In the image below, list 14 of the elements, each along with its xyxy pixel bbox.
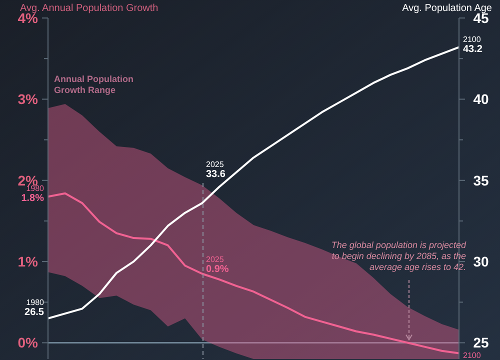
annotation: 2025 0.9% — [206, 255, 229, 275]
y2-tick-label: 35 — [473, 172, 489, 188]
text: 1980 1.8% — [21, 184, 45, 204]
y-tick-label: 3% — [18, 91, 39, 108]
text: 2100 43.2 — [463, 35, 483, 55]
y2-tick-label: 25 — [473, 334, 489, 351]
y2-tick-label: 40 — [473, 91, 489, 108]
annotation: 2025 33.6 — [206, 160, 226, 180]
text: 2100 — [463, 351, 482, 360]
y-tick-label: 1% — [18, 253, 39, 270]
y-tick-label: 0% — [18, 334, 39, 351]
annotation: Annual Population Growth Range — [54, 74, 134, 95]
text: 1980 26.5 — [24, 298, 45, 318]
y2-tick-label: 30 — [473, 253, 489, 270]
